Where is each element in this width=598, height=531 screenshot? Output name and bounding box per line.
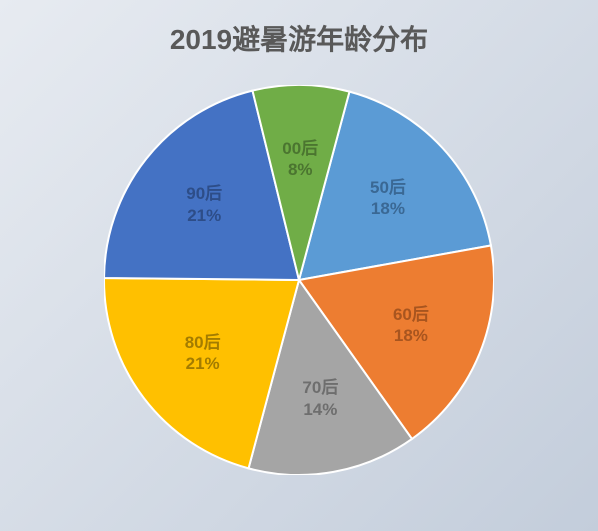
- slice-percent: 8%: [282, 159, 318, 180]
- chart-title: 2019避暑游年龄分布: [0, 18, 598, 58]
- pie-chart: 50后18%60后18%70后14%80后21%90后21%00后8%: [104, 85, 494, 475]
- slice-percent: 21%: [185, 353, 221, 374]
- slice-label: 90后21%: [186, 183, 222, 226]
- slice-label: 60后18%: [393, 304, 429, 347]
- slice-percent: 21%: [186, 205, 222, 226]
- slice-name: 60后: [393, 304, 429, 325]
- slice-name: 00后: [282, 138, 318, 159]
- slice-name: 50后: [370, 177, 406, 198]
- slice-percent: 18%: [370, 198, 406, 219]
- slice-name: 90后: [186, 183, 222, 204]
- pie-chart-container: 2019避暑游年龄分布 50后18%60后18%70后14%80后21%90后2…: [0, 0, 598, 531]
- slice-label: 00后8%: [282, 138, 318, 181]
- slice-percent: 14%: [302, 399, 338, 420]
- slice-name: 80后: [185, 332, 221, 353]
- slice-label: 80后21%: [185, 332, 221, 375]
- slice-percent: 18%: [393, 325, 429, 346]
- slice-name: 70后: [302, 377, 338, 398]
- slice-label: 50后18%: [370, 177, 406, 220]
- slice-label: 70后14%: [302, 377, 338, 420]
